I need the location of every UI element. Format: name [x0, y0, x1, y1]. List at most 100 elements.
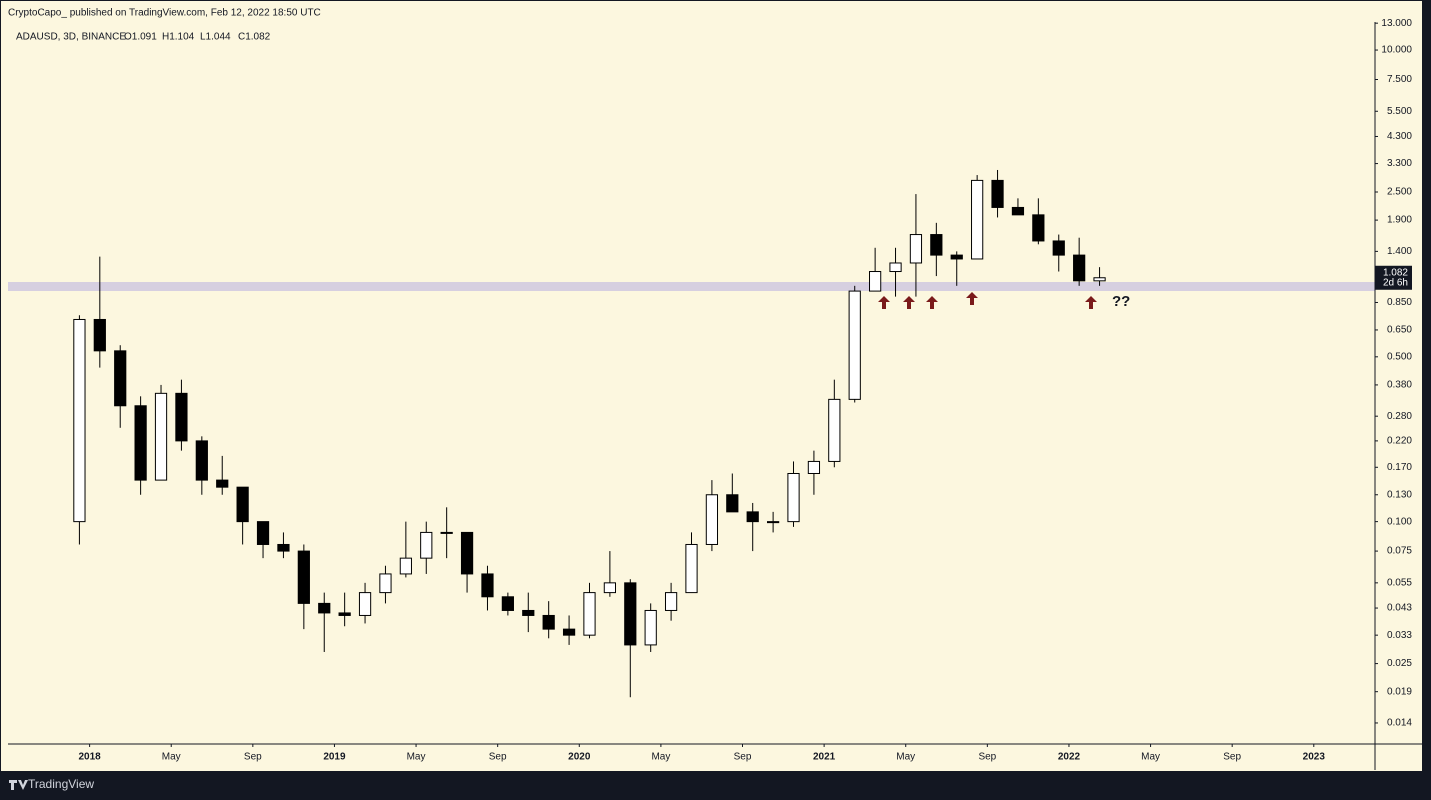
- x-tick-label: 2021: [813, 752, 836, 763]
- candle-body: [154, 392, 168, 481]
- candle-body: [807, 460, 821, 474]
- arrow: [966, 292, 978, 305]
- candle-body: [216, 479, 229, 488]
- x-tick-label: 2023: [1303, 752, 1326, 763]
- y-tick-label: 1.400: [1387, 246, 1412, 257]
- arrows: [878, 292, 1097, 309]
- candle-body: [236, 486, 249, 523]
- candle-body: [930, 234, 943, 256]
- x-tick-label: 2022: [1058, 752, 1081, 763]
- y-tick-label: 4.300: [1387, 131, 1412, 142]
- x-tick-label: Sep: [734, 752, 752, 763]
- candle-body: [685, 543, 698, 594]
- candle-body: [603, 582, 616, 594]
- x-tick-label: May: [162, 752, 181, 763]
- y-tick-label: 0.033: [1387, 630, 1412, 641]
- candle-body: [889, 262, 902, 273]
- candle-body: [848, 290, 861, 400]
- x-tick-label: 2019: [323, 752, 346, 763]
- candle-body: [562, 628, 576, 636]
- candle-body: [767, 521, 780, 524]
- candle-body: [1073, 254, 1086, 282]
- x-tick-label: Sep: [978, 752, 996, 763]
- x-tick-label: 2018: [78, 752, 101, 763]
- annotation: ??: [1112, 293, 1130, 310]
- candle-body: [175, 392, 188, 442]
- y-tick-label: 0.850: [1387, 297, 1412, 308]
- legend-high: H1.104: [162, 32, 195, 43]
- arrow: [926, 296, 938, 309]
- y-tick-label: 0.055: [1387, 577, 1412, 588]
- legend-close: C1.082: [238, 32, 271, 43]
- y-tick-label: 2.500: [1387, 187, 1412, 198]
- symbol: ADAUSD, 3D, BINANCE: [16, 32, 126, 43]
- x-tick-label: 2020: [568, 752, 591, 763]
- price-tag: [1375, 265, 1412, 290]
- candle-body: [1052, 240, 1065, 256]
- y-tick-label: 0.075: [1387, 546, 1412, 557]
- y-tick-label: 3.300: [1387, 158, 1412, 169]
- x-tick-label: Sep: [1223, 752, 1241, 763]
- publisher: CryptoCapo_ published on TradingView.com…: [8, 8, 321, 19]
- candle-body: [522, 609, 535, 616]
- x-tick-label: May: [407, 752, 426, 763]
- arrow: [1085, 296, 1097, 309]
- y-tick-label: 0.014: [1387, 718, 1412, 729]
- candle-body: [726, 494, 739, 513]
- candle-body: [787, 472, 800, 523]
- logo: [9, 780, 28, 790]
- arrow: [903, 296, 915, 309]
- price-tag-countdown: 2d 6h: [1383, 277, 1408, 288]
- arrow: [878, 296, 890, 309]
- x-tick-label: May: [896, 752, 915, 763]
- x-tick-label: Sep: [244, 752, 262, 763]
- candle-body: [93, 318, 106, 352]
- y-tick-label: 10.000: [1381, 45, 1412, 56]
- y-tick-label: 0.130: [1387, 489, 1412, 500]
- candle-body: [338, 612, 351, 616]
- legend-open: O1.091: [124, 32, 157, 43]
- candle-body: [705, 494, 719, 545]
- x-tick-label: Sep: [489, 752, 507, 763]
- y-tick-label: 0.500: [1387, 351, 1412, 362]
- candle-body: [501, 596, 514, 611]
- x-tick-label: May: [651, 752, 670, 763]
- y-tick-label: 5.500: [1387, 106, 1412, 117]
- y-tick-label: 0.650: [1387, 325, 1412, 336]
- candle-body: [971, 179, 984, 260]
- candle-body: [542, 614, 555, 630]
- candle-body: [440, 531, 453, 534]
- y-tick-label: 0.170: [1387, 462, 1412, 473]
- candle-body: [991, 179, 1004, 208]
- legend-low: L1.044: [200, 32, 231, 43]
- candle-body: [624, 582, 637, 646]
- y-tick-label: 0.043: [1387, 603, 1412, 614]
- candle-body: [664, 592, 678, 611]
- y-tick-label: 0.280: [1387, 411, 1412, 422]
- candle-body: [358, 592, 372, 616]
- candle-body: [399, 557, 412, 575]
- candle-body: [195, 440, 208, 481]
- candle-body: [909, 234, 923, 264]
- candle-body: [134, 405, 147, 481]
- candle-body: [256, 521, 270, 545]
- brand: TradingView: [28, 777, 94, 791]
- y-tick-label: 0.380: [1387, 380, 1412, 391]
- y-tick-label: 0.220: [1387, 436, 1412, 447]
- candle-body: [460, 531, 474, 575]
- x-tick-label: May: [1141, 752, 1160, 763]
- candle-body: [1032, 214, 1045, 242]
- candle-body: [481, 573, 494, 598]
- candle-body: [950, 254, 963, 260]
- candle-body: [420, 531, 433, 559]
- y-tick-label: 7.500: [1387, 74, 1412, 85]
- candle-body: [828, 398, 841, 462]
- y-tick-label: 1.900: [1387, 215, 1412, 226]
- candle-body: [583, 592, 596, 636]
- candle-body: [114, 350, 127, 407]
- candle-body: [73, 318, 86, 523]
- chart-background: [1, 1, 1422, 771]
- candle-body: [318, 602, 331, 614]
- y-tick-label: 13.000: [1381, 18, 1412, 29]
